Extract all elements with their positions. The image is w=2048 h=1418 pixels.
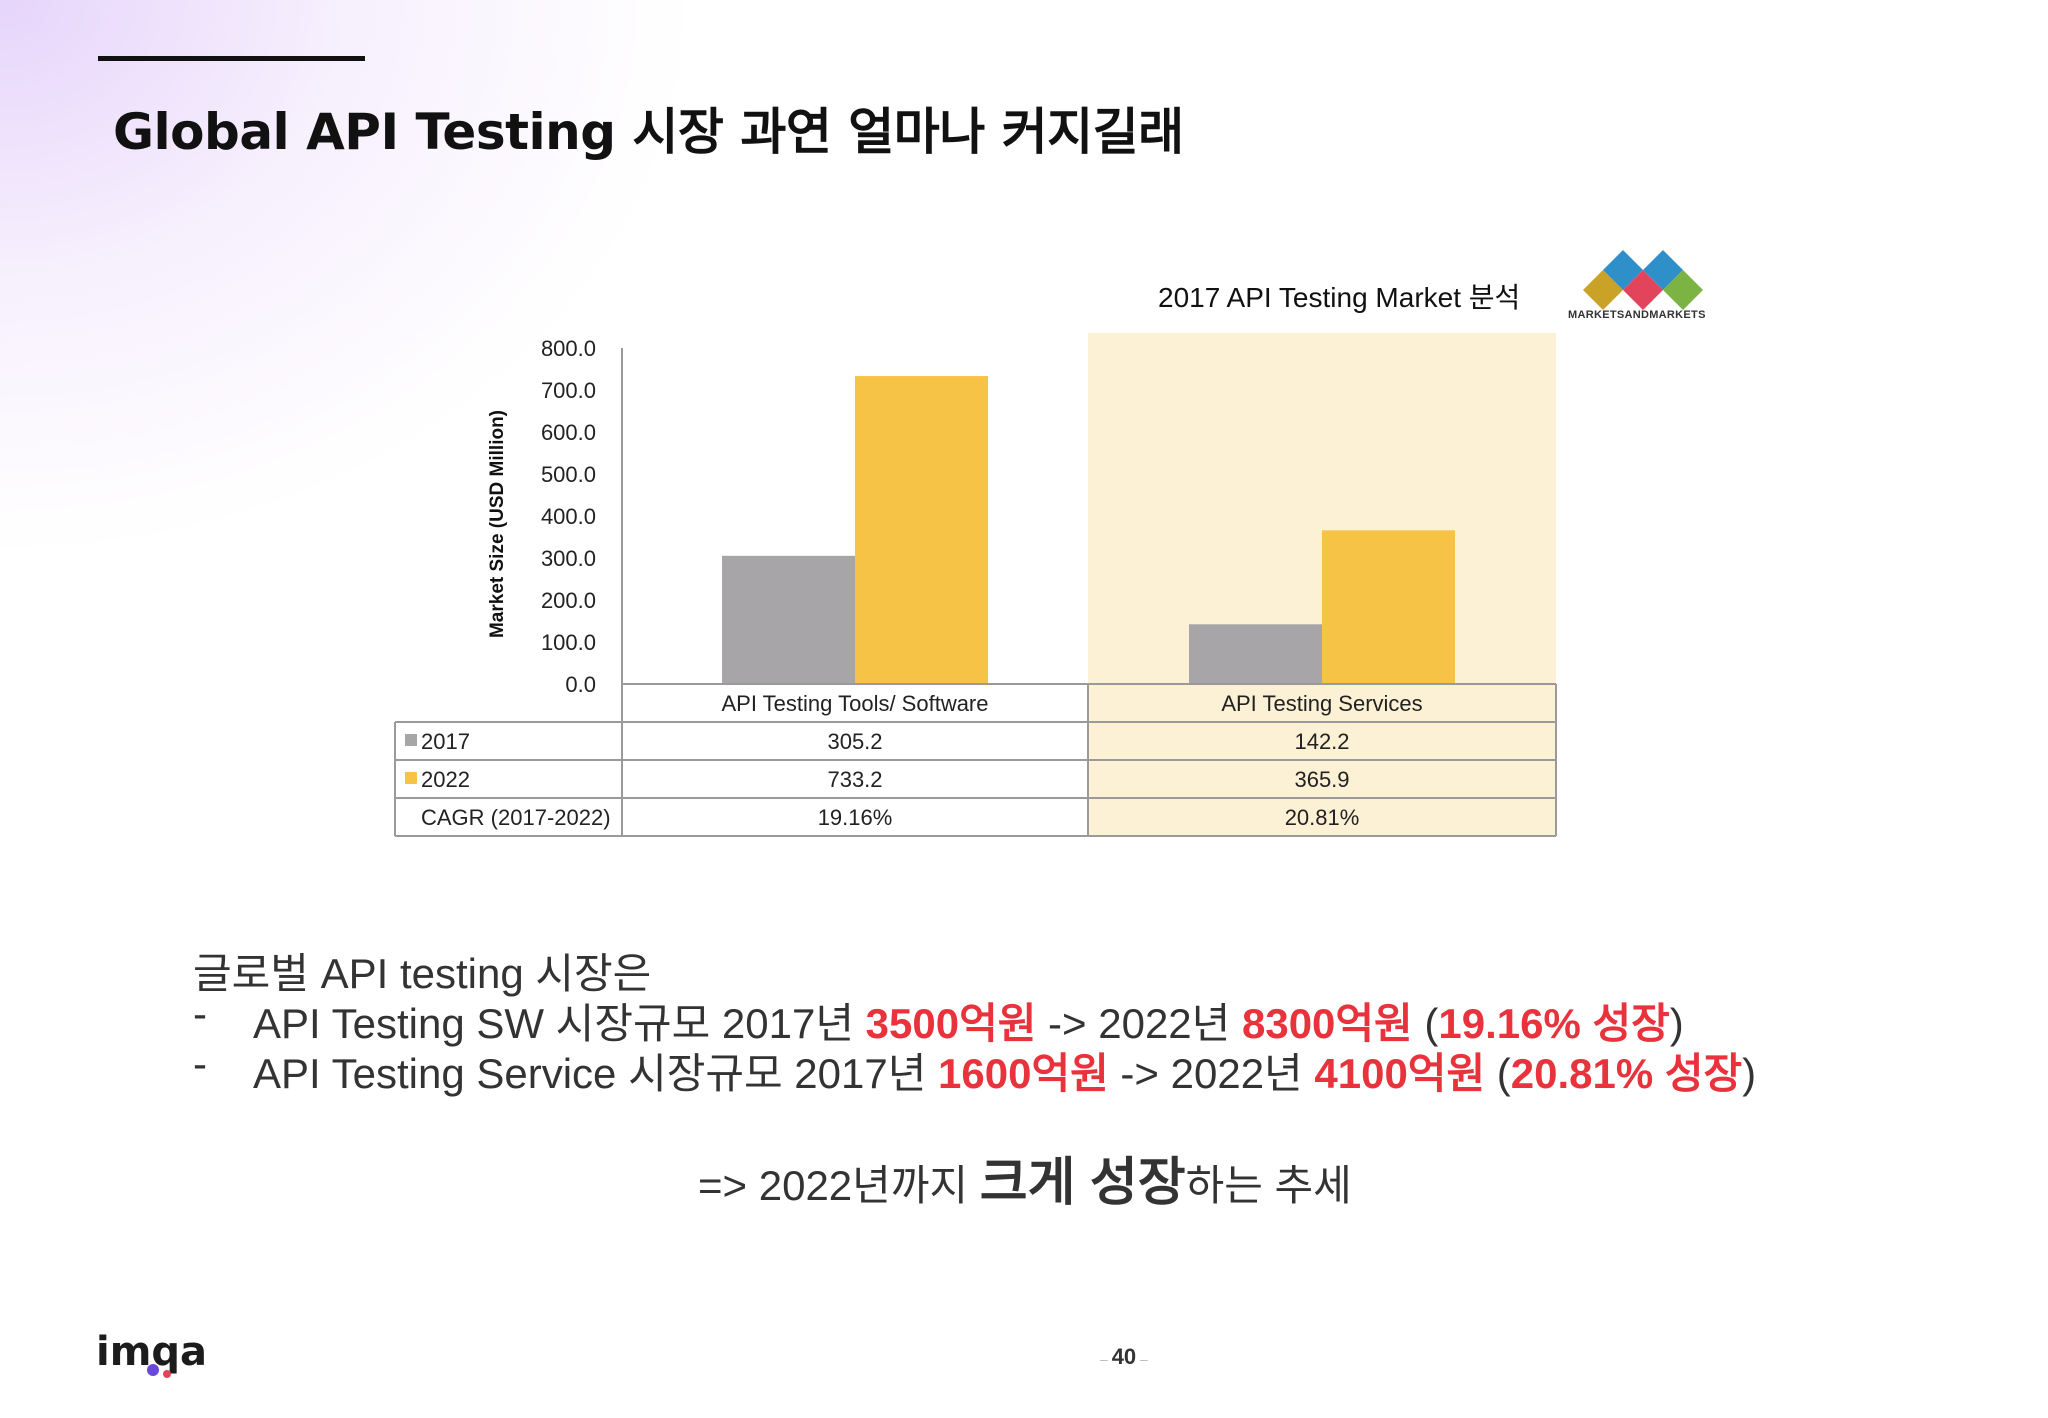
bullet-dash: - — [193, 990, 207, 1037]
bullet-text-part: ) — [1669, 1000, 1684, 1047]
chart-caption: 2017 API Testing Market 분석 — [1158, 282, 1521, 313]
title-rule — [98, 56, 365, 61]
highlight-text: 4100억원 — [1314, 1050, 1486, 1097]
page-number-value: 40 — [1111, 1344, 1137, 1369]
data-label: 305.2 — [827, 729, 882, 754]
y-tick-label: 700.0 — [541, 378, 596, 403]
y-tick-label: 0.0 — [565, 672, 596, 697]
bullet-text-part: API Testing Service 시장규모 2017년 — [253, 1050, 939, 1097]
imqa-logo: imqa — [96, 1329, 207, 1378]
y-tick-label: 800.0 — [541, 336, 596, 361]
y-tick-label: 200.0 — [541, 588, 596, 613]
market-size-chart: 800.0 700.0 600.0 500.0 400.0 300.0 200.0 100.0… — [394, 333, 1557, 837]
summary-intro: 글로벌 API testing 시장은 — [193, 950, 652, 997]
bullet-dash: - — [193, 1040, 207, 1087]
highlight-text: 8300억원 — [1241, 1000, 1413, 1047]
data-label: 733.2 — [827, 767, 882, 792]
bullet-text-part: API Testing SW 시장규모 2017년 — [253, 1000, 866, 1047]
conclusion-emphasis: 크게 성장 — [979, 1154, 1186, 1212]
bullet-text: API Testing SW 시장규모 2017년 3500억원 -> 2022… — [253, 990, 1684, 1051]
data-label: 142.2 — [1294, 729, 1349, 754]
legend-label: 2017 — [421, 729, 470, 754]
bullet-text-part: -> 2022년 — [1108, 1050, 1315, 1097]
bullet-text-part: ) — [1742, 1050, 1757, 1097]
data-label: 365.9 — [1294, 767, 1349, 792]
legend-swatch — [405, 772, 417, 784]
bar-2022-software — [855, 376, 988, 684]
y-tick-label: 400.0 — [541, 504, 596, 529]
background-gradient — [0, 0, 700, 560]
y-axis-label: Market Size (USD Million) — [487, 410, 508, 638]
legend-label: 2022 — [421, 767, 470, 792]
conclusion-suffix: 하는 추세 — [1185, 1162, 1352, 1209]
page-number: – 40 – — [1100, 1344, 1148, 1369]
conclusion-line: => 2022년까지 크게 성장하는 추세 — [698, 1140, 1352, 1215]
y-tick-label: 100.0 — [541, 630, 596, 655]
cagr-value: 19.16% — [818, 805, 893, 830]
highlight-text: 20.81% 성장 — [1510, 1050, 1743, 1097]
bar-2017-services — [1189, 624, 1322, 684]
bullet-text-part: ( — [1412, 1000, 1439, 1047]
logo-diamond-green — [1663, 270, 1703, 310]
marketsandmarkets-logo — [1583, 250, 1703, 310]
bullet-text: API Testing Service 시장규모 2017년 1600억원 ->… — [253, 1040, 1756, 1101]
legend-swatch — [405, 734, 417, 746]
bullet-text-part: -> 2022년 — [1036, 1000, 1242, 1047]
cagr-label: CAGR (2017-2022) — [421, 805, 611, 830]
bar-2017-software — [722, 555, 855, 684]
highlight-text: 3500억원 — [865, 1000, 1037, 1047]
category-label: API Testing Services — [1221, 691, 1422, 716]
cagr-value: 20.81% — [1285, 805, 1360, 830]
y-tick-label: 600.0 — [541, 420, 596, 445]
conclusion-prefix: => 2022년까지 — [698, 1162, 980, 1209]
highlight-text: 1600억원 — [938, 1050, 1109, 1097]
y-tick-label: 500.0 — [541, 462, 596, 487]
bar-2022-services — [1322, 530, 1455, 684]
y-tick-label: 300.0 — [541, 546, 596, 571]
category-label: API Testing Tools/ Software — [722, 691, 989, 716]
bullet-text-part: ( — [1485, 1050, 1511, 1097]
marketsandmarkets-wordmark: MARKETSANDMARKETS — [1568, 309, 1706, 321]
slide-title: Global API Testing 시장 과연 얼마나 커지길래 — [113, 103, 1184, 161]
highlight-text: 19.16% 성장 — [1438, 1000, 1670, 1047]
